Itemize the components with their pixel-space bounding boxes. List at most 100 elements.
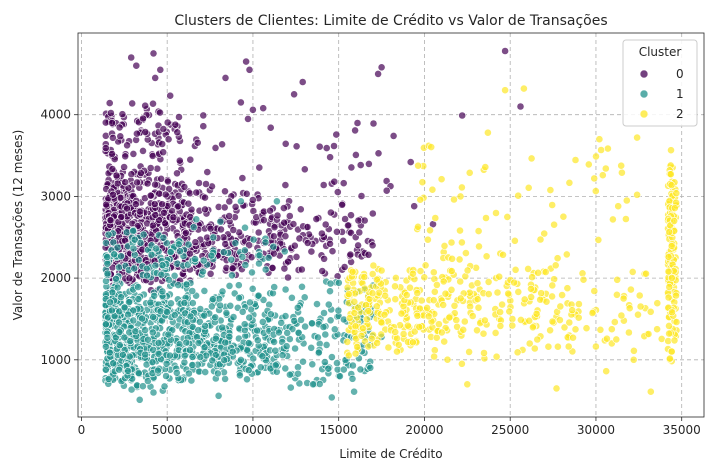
cluster-2-point bbox=[535, 269, 542, 276]
cluster-0-point bbox=[304, 223, 311, 230]
cluster-2-point bbox=[560, 213, 567, 220]
cluster-1-point bbox=[130, 245, 137, 252]
cluster-0-point bbox=[321, 255, 328, 262]
cluster-2-point bbox=[368, 335, 375, 342]
cluster-2-point bbox=[602, 165, 609, 172]
cluster-2-point bbox=[473, 327, 480, 334]
cluster-2-point bbox=[666, 228, 673, 235]
cluster-2-point bbox=[520, 85, 527, 92]
cluster-1-point bbox=[217, 302, 224, 309]
cluster-0-point bbox=[352, 151, 359, 158]
cluster-2-point bbox=[613, 336, 620, 343]
cluster-2-point bbox=[363, 316, 370, 323]
cluster-1-point bbox=[255, 292, 262, 299]
cluster-0-point bbox=[356, 229, 363, 236]
cluster-0-point bbox=[126, 275, 133, 282]
cluster-0-point bbox=[333, 131, 340, 138]
cluster-2-point bbox=[419, 179, 426, 186]
cluster-0-point bbox=[185, 200, 192, 207]
cluster-2-point bbox=[404, 322, 411, 329]
cluster-2-point bbox=[673, 318, 680, 325]
cluster-2-point bbox=[517, 316, 524, 323]
cluster-2-point bbox=[395, 341, 402, 348]
cluster-2-point bbox=[665, 268, 672, 275]
cluster-1-point bbox=[242, 261, 249, 268]
cluster-2-point bbox=[446, 314, 453, 321]
cluster-2-point bbox=[533, 310, 540, 317]
cluster-1-point bbox=[199, 268, 206, 275]
cluster-2-point bbox=[572, 156, 579, 163]
cluster-1-point bbox=[237, 198, 244, 205]
cluster-0-point bbox=[200, 123, 207, 130]
x-tick-label: 20000 bbox=[405, 423, 443, 437]
cluster-2-point bbox=[403, 292, 410, 299]
cluster-0-point bbox=[186, 190, 193, 197]
cluster-0-point bbox=[322, 221, 329, 228]
cluster-0-point bbox=[246, 66, 253, 73]
cluster-1-point bbox=[236, 372, 243, 379]
cluster-1-point bbox=[308, 320, 315, 327]
cluster-2-point bbox=[352, 350, 359, 357]
cluster-0-point bbox=[154, 165, 161, 172]
cluster-1-point bbox=[239, 308, 246, 315]
cluster-2-point bbox=[599, 172, 606, 179]
cluster-0-point bbox=[411, 203, 418, 210]
cluster-0-point bbox=[502, 47, 509, 54]
cluster-0-point bbox=[128, 54, 135, 61]
cluster-2-point bbox=[634, 134, 641, 141]
cluster-1-point bbox=[241, 321, 248, 328]
cluster-1-point bbox=[333, 360, 340, 367]
cluster-1-point bbox=[188, 377, 195, 384]
cluster-0-point bbox=[290, 221, 297, 228]
cluster-2-point bbox=[414, 289, 421, 296]
cluster-1-point bbox=[148, 251, 155, 258]
cluster-2-point bbox=[349, 268, 356, 275]
cluster-2-point bbox=[354, 343, 361, 350]
cluster-1-point bbox=[140, 231, 147, 238]
cluster-2-point bbox=[597, 326, 604, 333]
cluster-0-point bbox=[370, 120, 377, 127]
cluster-0-point bbox=[164, 178, 171, 185]
cluster-2-point bbox=[483, 253, 490, 260]
cluster-1-point bbox=[309, 361, 316, 368]
cluster-2-point bbox=[482, 214, 489, 221]
cluster-2-point bbox=[469, 312, 476, 319]
cluster-1-point bbox=[226, 282, 233, 289]
cluster-2-point bbox=[615, 203, 622, 210]
cluster-2-point bbox=[636, 292, 643, 299]
cluster-0-point bbox=[160, 126, 167, 133]
cluster-1-point bbox=[271, 338, 278, 345]
cluster-0-point bbox=[118, 213, 125, 220]
cluster-1-point bbox=[186, 346, 193, 353]
cluster-0-point bbox=[106, 100, 113, 107]
cluster-1-point bbox=[187, 313, 194, 320]
cluster-0-point bbox=[352, 127, 359, 134]
cluster-1-point bbox=[175, 241, 182, 248]
cluster-0-point bbox=[407, 159, 414, 166]
cluster-2-point bbox=[668, 348, 675, 355]
cluster-2-point bbox=[438, 176, 445, 183]
cluster-0-point bbox=[260, 105, 267, 112]
cluster-1-point bbox=[215, 392, 222, 399]
cluster-2-point bbox=[458, 184, 465, 191]
cluster-1-point bbox=[357, 366, 364, 373]
cluster-0-point bbox=[390, 132, 397, 139]
cluster-2-point bbox=[515, 288, 522, 295]
cluster-0-point bbox=[144, 180, 151, 187]
cluster-0-point bbox=[330, 142, 337, 149]
cluster-2-point bbox=[418, 297, 425, 304]
cluster-1-point bbox=[287, 384, 294, 391]
cluster-0-point bbox=[172, 121, 179, 128]
cluster-2-point bbox=[618, 312, 625, 319]
cluster-0-point bbox=[342, 215, 349, 222]
cluster-2-point bbox=[509, 322, 516, 329]
cluster-2-point bbox=[525, 265, 532, 272]
cluster-2-point bbox=[438, 329, 445, 336]
cluster-0-point bbox=[128, 171, 135, 178]
cluster-0-point bbox=[202, 180, 209, 187]
cluster-2-point bbox=[537, 236, 544, 243]
cluster-2-point bbox=[458, 360, 465, 367]
cluster-2-point bbox=[451, 302, 458, 309]
cluster-1-point bbox=[232, 239, 239, 246]
